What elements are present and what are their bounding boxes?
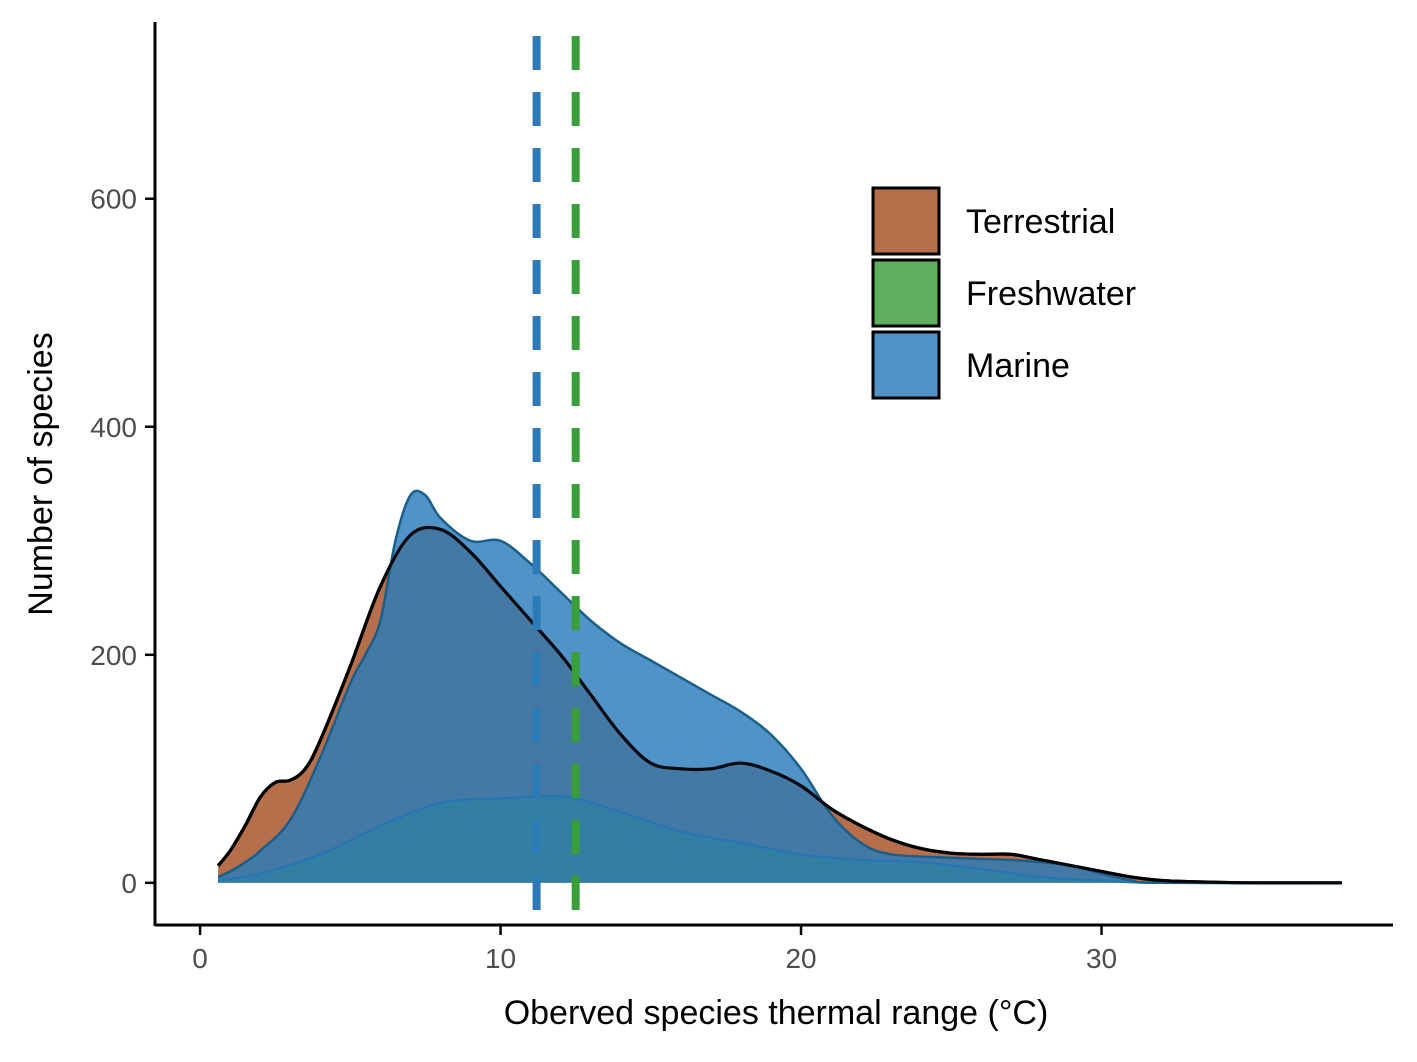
y-tick-label: 200 [90,640,137,671]
terrestrial-legend-label: Terrestrial [966,203,1115,241]
terrestrial-outline-top [216,525,1342,885]
axes [153,22,1393,927]
x-axis-title: Oberved species thermal range (°C) [504,994,1049,1032]
y-tick-label: 0 [121,868,137,899]
x-tick-label: 20 [785,943,816,974]
x-tick-label: 10 [485,943,516,974]
legend: Terrestrial Freshwater Marine [871,186,1136,400]
x-tick-label: 30 [1086,943,1117,974]
marine-legend-label: Marine [966,347,1070,385]
x-tick-label: 0 [192,943,208,974]
y-tick-label: 400 [90,412,137,443]
marine-density-area [218,490,1342,883]
marine-density-outline [217,489,1342,885]
density-areas [216,489,1342,885]
y-axis-title: Number of species [22,332,60,615]
x-ticks: 0 10 20 30 [192,925,1117,974]
marine-legend-key [871,330,941,400]
freshwater-legend-label: Freshwater [966,275,1136,313]
mean-reference-lines [532,36,580,925]
freshwater-legend-key [871,258,941,328]
y-ticks: 0 200 400 600 [90,184,155,899]
y-tick-label: 600 [90,184,137,215]
terrestrial-legend-key [871,186,941,256]
